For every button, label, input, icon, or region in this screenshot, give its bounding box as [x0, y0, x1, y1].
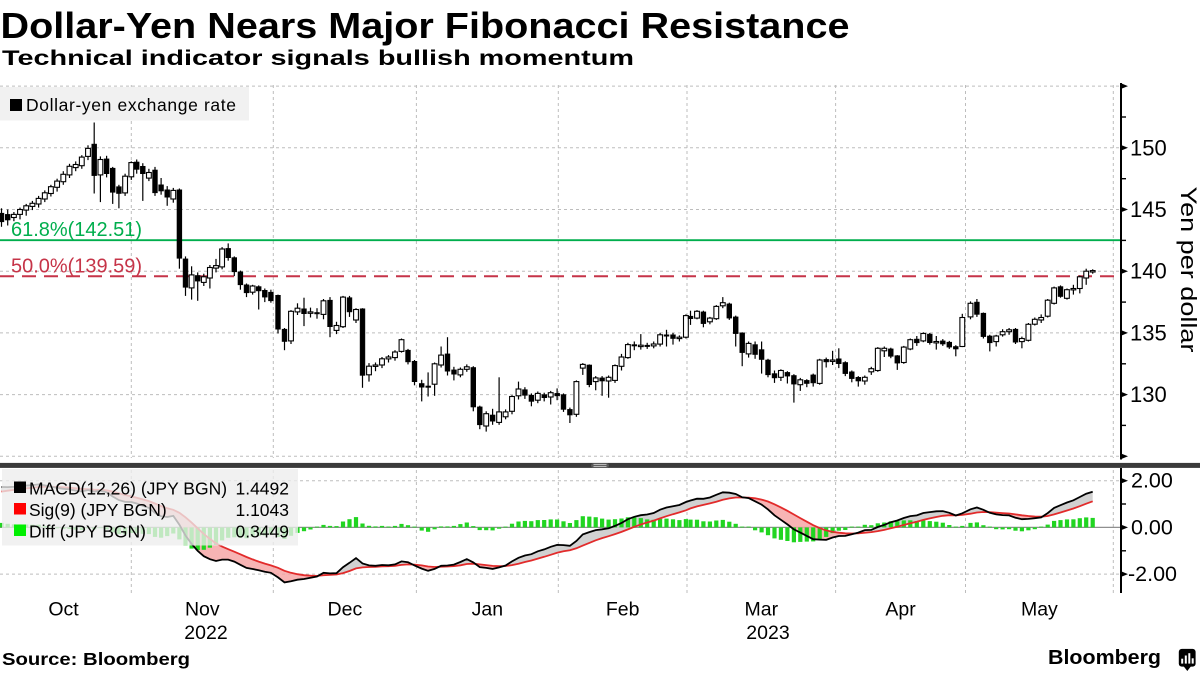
svg-text:2.00: 2.00 — [1131, 469, 1173, 493]
svg-text:Dec: Dec — [328, 599, 363, 621]
svg-text:Sig(9) (JPY BGN): Sig(9) (JPY BGN) — [29, 500, 167, 520]
svg-text:2022: 2022 — [184, 622, 227, 644]
svg-text:Diff (JPY BGN): Diff (JPY BGN) — [29, 522, 146, 542]
svg-text:Dollar-yen exchange rate: Dollar-yen exchange rate — [26, 95, 236, 115]
svg-text:Yen per dollar: Yen per dollar — [1176, 187, 1200, 353]
svg-text:1.1043: 1.1043 — [235, 500, 289, 520]
svg-text:135: 135 — [1130, 320, 1167, 345]
svg-text:1.4492: 1.4492 — [235, 479, 289, 499]
svg-text:Feb: Feb — [606, 599, 640, 621]
svg-text:Bloomberg: Bloomberg — [1048, 646, 1161, 669]
svg-text:Oct: Oct — [48, 599, 79, 621]
svg-text:61.8%(142.51): 61.8%(142.51) — [11, 218, 142, 241]
svg-text:Technical indicator signals bu: Technical indicator signals bullish mome… — [2, 47, 634, 70]
svg-text:145: 145 — [1130, 197, 1167, 222]
svg-text:0.00: 0.00 — [1131, 515, 1173, 539]
svg-text:Apr: Apr — [885, 599, 916, 621]
svg-text:150: 150 — [1130, 135, 1167, 160]
svg-text:Source: Bloomberg: Source: Bloomberg — [2, 649, 190, 669]
svg-text:May: May — [1021, 599, 1058, 621]
svg-text:Nov: Nov — [185, 599, 220, 621]
svg-text:-2.00: -2.00 — [1128, 562, 1177, 586]
svg-text:Mar: Mar — [745, 599, 779, 621]
svg-text:140: 140 — [1130, 259, 1167, 284]
svg-text:2023: 2023 — [746, 622, 789, 644]
svg-text:50.0%(139.59): 50.0%(139.59) — [11, 254, 142, 277]
svg-text:Dollar-Yen Nears Major Fibonac: Dollar-Yen Nears Major Fibonacci Resista… — [1, 5, 850, 46]
svg-text:Jan: Jan — [472, 599, 503, 621]
svg-text:0.3449: 0.3449 — [235, 522, 289, 542]
svg-text:130: 130 — [1130, 382, 1167, 407]
svg-text:MACD(12,26) (JPY BGN): MACD(12,26) (JPY BGN) — [29, 479, 227, 499]
